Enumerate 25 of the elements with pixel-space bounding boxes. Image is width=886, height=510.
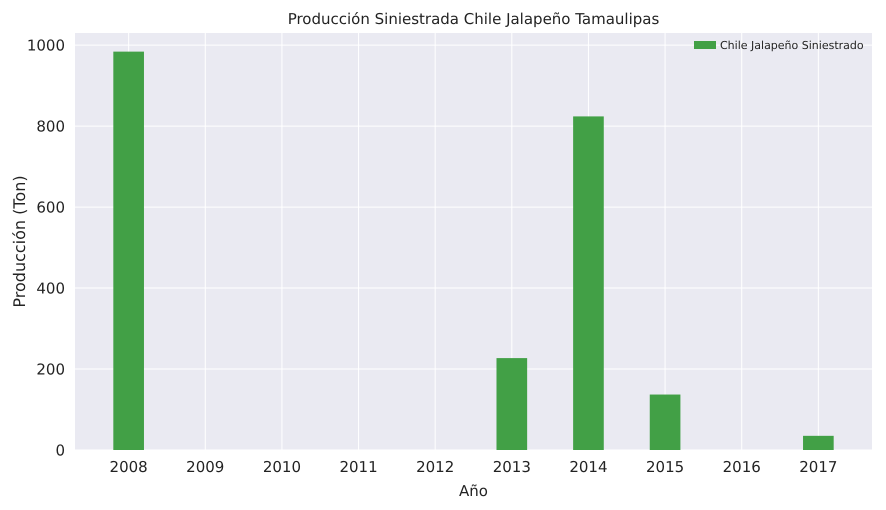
y-tick-label: 200 (36, 360, 65, 378)
y-tick-label: 1000 (26, 36, 65, 54)
bar (803, 436, 834, 450)
bar (573, 116, 604, 450)
x-tick-label: 2015 (646, 458, 684, 476)
bar (650, 394, 680, 450)
x-tick-label: 2017 (799, 458, 838, 476)
x-tick-label: 2010 (262, 458, 302, 476)
y-tick-label: 600 (36, 198, 65, 216)
chart-title: Producción Siniestrada Chile Jalapeño Tamaulipas (288, 10, 660, 28)
y-axis-title: Producción (Ton) (10, 175, 29, 308)
x-axis-title: Año (459, 482, 488, 500)
y-tick-label: 0 (55, 441, 65, 460)
legend-label: Chile Jalapeño Siniestrado (720, 38, 864, 52)
x-tick-label: 2014 (569, 458, 608, 476)
x-tick-label: 2011 (339, 458, 378, 476)
x-tick-label: 2009 (186, 458, 224, 476)
x-tick-label: 2016 (722, 458, 761, 476)
y-tick-label: 400 (36, 279, 65, 298)
bar (496, 358, 528, 450)
x-tick-label: 2008 (110, 458, 148, 476)
bar (113, 52, 144, 450)
x-tick-label: 2012 (416, 458, 454, 476)
x-tick-label: 2013 (492, 458, 531, 476)
y-tick-label: 800 (36, 117, 65, 136)
